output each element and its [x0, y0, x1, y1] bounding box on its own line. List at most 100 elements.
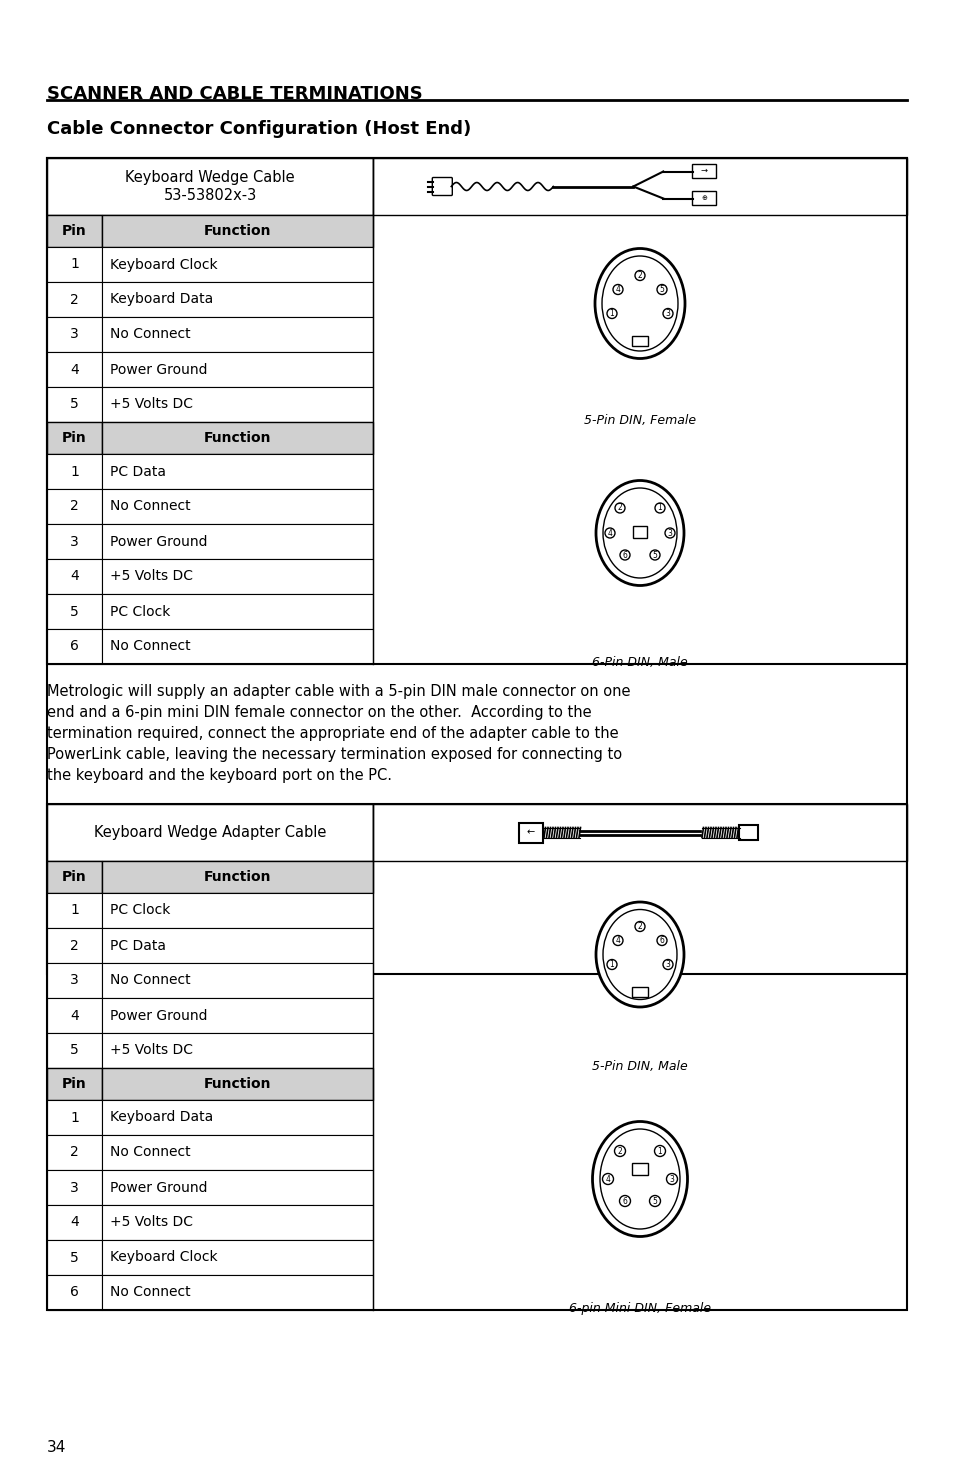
- Bar: [47, 158, 906, 974]
- Text: No Connect: No Connect: [110, 1286, 191, 1299]
- Bar: [102, 559, 373, 594]
- Bar: [47, 1100, 102, 1134]
- Text: Keyboard Data: Keyboard Data: [110, 292, 213, 307]
- Circle shape: [635, 270, 644, 280]
- Ellipse shape: [592, 1121, 687, 1236]
- Text: Power Ground: Power Ground: [110, 1009, 208, 1022]
- Circle shape: [606, 960, 617, 969]
- Text: 1: 1: [609, 308, 614, 319]
- Text: No Connect: No Connect: [110, 500, 191, 513]
- Bar: [102, 594, 373, 628]
- Bar: [47, 861, 102, 892]
- Bar: [47, 317, 102, 353]
- Circle shape: [615, 503, 624, 513]
- Text: 6: 6: [70, 1286, 79, 1299]
- Bar: [47, 928, 102, 963]
- Text: 5: 5: [659, 285, 663, 294]
- Bar: [102, 963, 373, 999]
- Text: 2: 2: [617, 1146, 621, 1155]
- Bar: [47, 158, 906, 664]
- Text: 5-Pin DIN, Female: 5-Pin DIN, Female: [583, 414, 696, 426]
- Bar: [47, 1274, 102, 1310]
- Text: 2: 2: [71, 500, 79, 513]
- Circle shape: [614, 1146, 625, 1156]
- Text: 6: 6: [659, 937, 663, 945]
- Bar: [102, 1032, 373, 1068]
- Ellipse shape: [602, 910, 677, 1000]
- Bar: [47, 215, 102, 246]
- Bar: [102, 215, 373, 246]
- Text: 3: 3: [665, 960, 670, 969]
- Text: 3: 3: [71, 974, 79, 987]
- Text: 1: 1: [657, 1146, 661, 1155]
- Circle shape: [662, 308, 672, 319]
- Circle shape: [657, 935, 666, 945]
- Text: Power Ground: Power Ground: [110, 363, 208, 376]
- FancyBboxPatch shape: [692, 190, 716, 205]
- Text: 1: 1: [70, 258, 79, 271]
- Text: 6-Pin DIN, Male: 6-Pin DIN, Male: [592, 656, 687, 670]
- Bar: [102, 386, 373, 422]
- Text: 5: 5: [652, 1196, 657, 1205]
- Bar: [373, 804, 906, 861]
- Bar: [102, 1170, 373, 1205]
- Circle shape: [662, 960, 672, 969]
- Text: 3: 3: [71, 534, 79, 549]
- Text: 1: 1: [70, 465, 79, 478]
- Circle shape: [618, 1196, 630, 1207]
- Text: 2: 2: [71, 938, 79, 953]
- Text: +5 Volts DC: +5 Volts DC: [110, 1215, 193, 1230]
- Text: 4: 4: [615, 285, 619, 294]
- Bar: [47, 524, 102, 559]
- Text: 5: 5: [652, 550, 657, 559]
- Text: No Connect: No Connect: [110, 1146, 191, 1159]
- Bar: [47, 628, 102, 664]
- Text: Cable Connector Configuration (Host End): Cable Connector Configuration (Host End): [47, 119, 471, 139]
- Text: Power Ground: Power Ground: [110, 1180, 208, 1195]
- Bar: [102, 282, 373, 317]
- Bar: [47, 1068, 102, 1100]
- Text: 4: 4: [615, 937, 619, 945]
- Ellipse shape: [602, 488, 677, 578]
- Ellipse shape: [599, 1128, 679, 1229]
- Text: 4: 4: [607, 528, 612, 537]
- Text: Pin: Pin: [62, 870, 87, 884]
- Text: SCANNER AND CABLE TERMINATIONS: SCANNER AND CABLE TERMINATIONS: [47, 86, 422, 103]
- Text: 6: 6: [622, 1196, 627, 1205]
- Circle shape: [602, 1174, 613, 1184]
- Bar: [102, 317, 373, 353]
- Text: Pin: Pin: [62, 224, 87, 237]
- Bar: [631, 987, 647, 997]
- Text: Function: Function: [204, 431, 271, 445]
- Bar: [47, 559, 102, 594]
- Bar: [102, 454, 373, 490]
- Text: Function: Function: [204, 870, 271, 884]
- Text: Keyboard Data: Keyboard Data: [110, 1111, 213, 1124]
- Text: ⊕: ⊕: [700, 195, 706, 201]
- Bar: [633, 527, 646, 538]
- Circle shape: [649, 1196, 659, 1207]
- Text: Pin: Pin: [62, 431, 87, 445]
- Bar: [47, 353, 102, 386]
- Bar: [47, 158, 373, 215]
- Bar: [102, 1068, 373, 1100]
- Bar: [47, 1032, 102, 1068]
- Ellipse shape: [596, 903, 683, 1007]
- Text: Keyboard Clock: Keyboard Clock: [110, 1251, 217, 1264]
- Text: 3: 3: [71, 327, 79, 342]
- Text: 1: 1: [657, 503, 661, 512]
- Bar: [102, 892, 373, 928]
- Text: 4: 4: [71, 363, 79, 376]
- FancyBboxPatch shape: [739, 825, 758, 839]
- Text: 4: 4: [71, 1009, 79, 1022]
- Circle shape: [655, 503, 664, 513]
- Bar: [47, 804, 373, 861]
- Text: 6: 6: [622, 550, 627, 559]
- Bar: [102, 861, 373, 892]
- Text: +5 Volts DC: +5 Volts DC: [110, 397, 193, 412]
- Text: 4: 4: [71, 1215, 79, 1230]
- Bar: [47, 386, 102, 422]
- FancyBboxPatch shape: [692, 164, 716, 177]
- Text: PC Clock: PC Clock: [110, 605, 171, 618]
- Text: +5 Volts DC: +5 Volts DC: [110, 569, 193, 584]
